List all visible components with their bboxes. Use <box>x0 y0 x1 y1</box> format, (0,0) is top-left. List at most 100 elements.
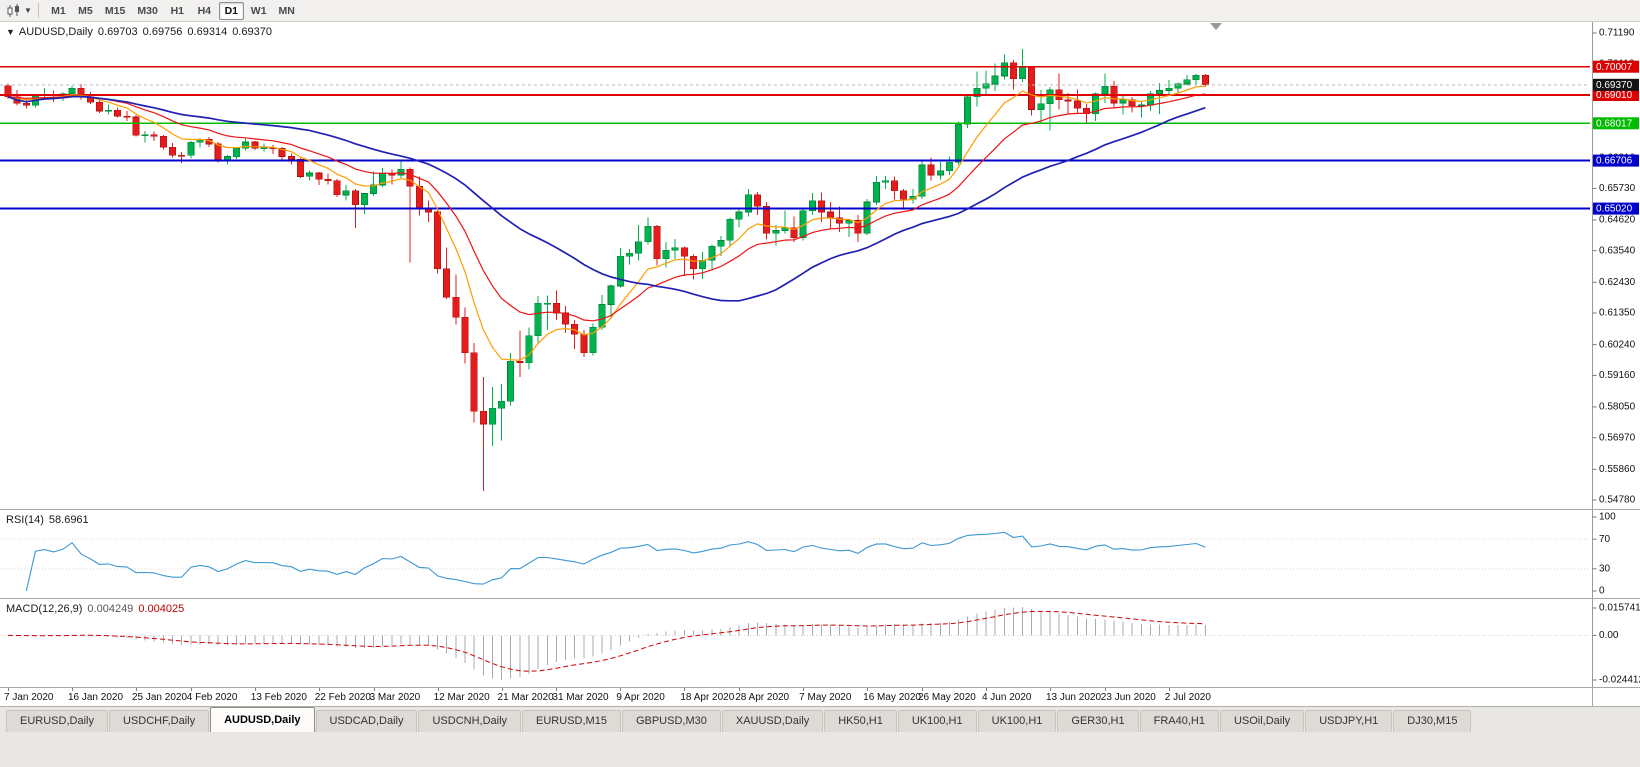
time-axis-label: 18 Apr 2020 <box>680 692 735 703</box>
time-axis-tick <box>1104 688 1106 691</box>
period-button-m1[interactable]: M1 <box>51 5 66 17</box>
chart-tab-dj30-m15[interactable]: DJ30,M15 <box>1393 710 1472 732</box>
chart-tab-usdjpy-h1[interactable]: USDJPY,H1 <box>1305 710 1393 732</box>
period-button-h4[interactable]: H4 <box>197 5 212 17</box>
svg-text:0.015741: 0.015741 <box>1599 603 1640 614</box>
svg-text:0.68017: 0.68017 <box>1596 118 1633 129</box>
period-button-w1[interactable]: W1 <box>250 5 267 17</box>
chart-tab-uk100-h1[interactable]: UK100,H1 <box>977 710 1057 732</box>
dropdown-caret-icon[interactable]: ▼ <box>24 6 32 15</box>
time-axis-label: 25 Jan 2020 <box>131 692 188 703</box>
chart-shift-marker[interactable] <box>1210 23 1222 30</box>
price-badge-0.66706 <box>1593 154 1639 167</box>
time-axis-tick <box>556 688 558 691</box>
chart-tab-hk50-h1[interactable]: HK50,H1 <box>824 710 897 732</box>
oneclick-trading-arrow-icon[interactable]: ▼ <box>6 27 15 37</box>
time-axis-label: 12 Mar 2020 <box>433 692 490 703</box>
price-badge-0.69010 <box>1593 89 1639 101</box>
time-axis-label: 4 Jun 2020 <box>981 692 1032 703</box>
time-axis-tick <box>1049 688 1051 691</box>
time-axis-tick <box>135 688 137 691</box>
time-axis-label: 7 May 2020 <box>799 692 852 703</box>
macd-signal-line <box>7 610 1206 672</box>
rsi-indicator-panel: 100 70 30 0 RSI(14) 58.6961 <box>0 509 1640 598</box>
chart-tab-usdcnh-daily[interactable]: USDCNH,Daily <box>418 710 522 732</box>
svg-text:0.66706: 0.66706 <box>1596 156 1633 167</box>
macd-chart-canvas[interactable]: 0.015741 0.00 -0.024412 <box>0 599 1640 687</box>
svg-text:0.71190: 0.71190 <box>1599 28 1635 39</box>
rsi-chart-canvas[interactable]: 100 70 30 0 <box>0 510 1640 598</box>
chart-tab-uk100-h1[interactable]: UK100,H1 <box>897 710 977 732</box>
time-axis-label: 16 May 2020 <box>863 692 921 703</box>
chart-tab-eurusd-daily[interactable]: EURUSD,Daily <box>6 710 108 732</box>
chart-tab-audusd-daily[interactable]: AUDUSD,Daily <box>210 707 315 732</box>
price-chart-canvas[interactable]: 0.711900.701100.690000.679200.668100.657… <box>0 22 1640 509</box>
svg-text:70: 70 <box>1599 534 1611 545</box>
svg-text:0.00: 0.00 <box>1599 630 1619 641</box>
chart-tab-eurusd-m15[interactable]: EURUSD,M15 <box>522 710 621 732</box>
svg-text:0.58050: 0.58050 <box>1599 402 1636 413</box>
chart-tab-gbpusd-m30[interactable]: GBPUSD,M30 <box>621 710 721 732</box>
time-axis[interactable]: 7 Jan 2020 16 Jan 2020 25 Jan 2020 4 Feb 20… <box>0 687 1640 707</box>
time-axis-tick <box>803 688 805 691</box>
time-axis-tick <box>620 688 622 691</box>
price-badge-0.65020 <box>1593 202 1639 215</box>
status-bar <box>0 732 1640 767</box>
time-axis-label: 7 Jan 2020 <box>4 692 54 703</box>
chart-tab-usdcad-daily[interactable]: USDCAD,Daily <box>315 710 418 732</box>
price-badge-0.68017 <box>1593 117 1639 130</box>
period-button-m30[interactable]: M30 <box>137 5 158 17</box>
chart-tab-fra40-h1[interactable]: FRA40,H1 <box>1139 710 1219 732</box>
time-axis-label: 3 Mar 2020 <box>369 692 421 703</box>
price-badge-0.70007 <box>1593 60 1639 73</box>
macd-signal-value: 0.004025 <box>138 603 185 615</box>
chart-symbol-period: AUDUSD,Daily <box>18 26 93 38</box>
chart-tab-xauusd-daily[interactable]: XAUUSD,Daily <box>721 710 824 732</box>
time-axis-tick <box>867 688 869 691</box>
svg-text:0.65020: 0.65020 <box>1596 204 1633 215</box>
svg-text:0.69010: 0.69010 <box>1596 90 1633 101</box>
time-axis-label: 26 May 2020 <box>918 692 976 703</box>
candlestick-chart-icon[interactable] <box>4 2 24 20</box>
svg-text:100: 100 <box>1599 512 1616 523</box>
svg-text:0.56970: 0.56970 <box>1599 432 1636 443</box>
time-axis-label: 13 Feb 2020 <box>250 692 307 703</box>
svg-text:0.55860: 0.55860 <box>1599 464 1636 475</box>
macd-indicator-panel: 0.015741 0.00 -0.024412 MACD(12,26,9) 0.004… <box>0 598 1640 687</box>
period-button-h1[interactable]: H1 <box>170 5 185 17</box>
rsi-readout: RSI(14) 58.6961 <box>6 514 89 526</box>
macd-readout: MACD(12,26,9) 0.004249 0.004025 <box>6 603 184 615</box>
ma-mid-line <box>7 93 1206 322</box>
period-button-d1[interactable]: D1 <box>218 2 244 20</box>
chart-tab-usdchf-daily[interactable]: USDCHF,Daily <box>108 710 210 732</box>
time-axis-tick <box>254 688 256 691</box>
svg-text:0.69370: 0.69370 <box>1596 80 1633 91</box>
svg-text:0.61350: 0.61350 <box>1599 308 1636 319</box>
svg-text:-0.024412: -0.024412 <box>1599 675 1640 686</box>
ohlc-close: 0.69370 <box>232 26 272 38</box>
svg-text:30: 30 <box>1599 563 1611 574</box>
time-axis-label: 4 Feb 2020 <box>186 692 238 703</box>
chart-tab-ger30-h1[interactable]: GER30,H1 <box>1057 710 1139 732</box>
macd-label: MACD(12,26,9) <box>6 603 83 615</box>
time-axis-tick <box>373 688 375 691</box>
time-axis-label: 23 Jun 2020 <box>1100 692 1156 703</box>
period-button-m15[interactable]: M15 <box>104 5 126 17</box>
macd-main-value: 0.004249 <box>87 603 134 615</box>
price-chart-panel: 0.711900.701100.690000.679200.668100.657… <box>0 22 1640 509</box>
rsi-label: RSI(14) <box>6 514 44 526</box>
time-axis-label: 13 Jun 2020 <box>1045 692 1102 703</box>
svg-text:0.59160: 0.59160 <box>1599 370 1636 381</box>
time-axis-tick <box>8 688 9 691</box>
time-axis-tick <box>318 688 320 691</box>
timeframe-toolbar: ▼ M1 M5 M15 M30 H1 H4 D1 W1 MN <box>0 0 1640 22</box>
ohlc-low: 0.69314 <box>187 26 228 38</box>
axis-corner-line <box>1592 688 1593 707</box>
time-axis-label: 21 Mar 2020 <box>497 692 554 703</box>
period-button-mn[interactable]: MN <box>278 5 295 17</box>
period-button-m5[interactable]: M5 <box>78 5 93 17</box>
chart-tab-usoil-daily[interactable]: USOil,Daily <box>1219 710 1305 732</box>
time-axis-tick <box>985 688 987 691</box>
time-axis-tick <box>437 688 439 691</box>
